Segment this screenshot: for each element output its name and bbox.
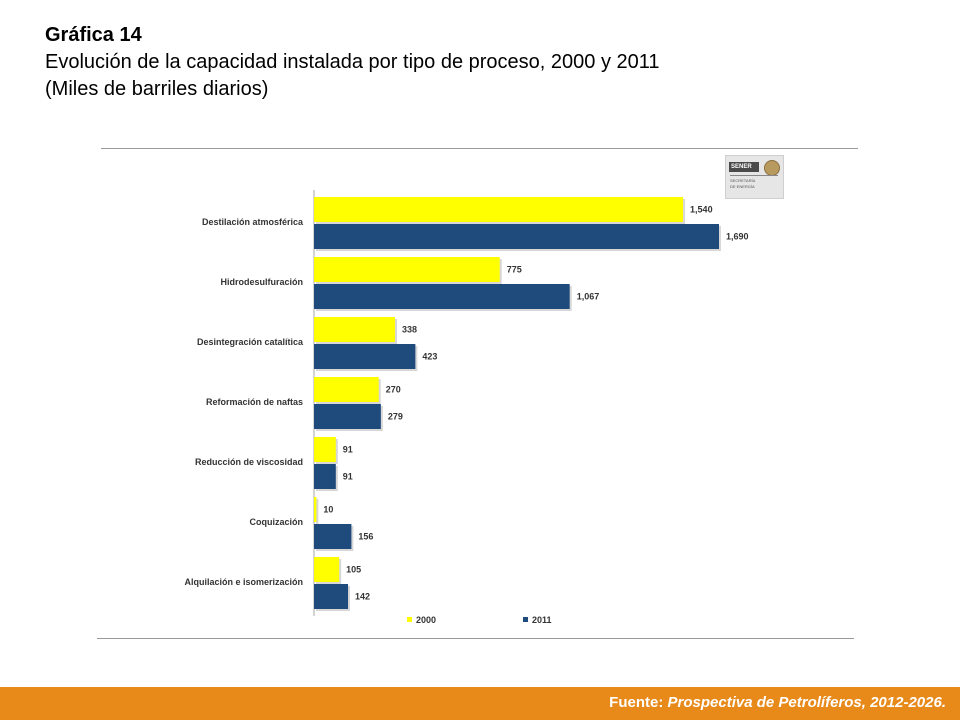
data-label: 156 — [358, 532, 373, 542]
data-label: 91 — [343, 445, 353, 455]
chart-title: Evolución de la capacidad instalada por … — [45, 51, 660, 73]
data-label: 91 — [343, 472, 353, 482]
footer-source: Fuente: Prospectiva de Petrolíferos, 201… — [609, 694, 946, 711]
category-label: Desintegración catalítica — [197, 337, 304, 347]
category-label: Hidrodesulfuración — [220, 277, 303, 287]
top-divider — [101, 148, 858, 149]
bar-2011 — [314, 524, 352, 549]
data-label: 1,540 — [690, 205, 713, 215]
bar-2011 — [314, 584, 349, 609]
footer-bar: Fuente: Prospectiva de Petrolíferos, 201… — [0, 687, 960, 720]
data-label: 1,067 — [577, 292, 600, 302]
data-label: 1,690 — [726, 232, 749, 242]
legend-label: 2000 — [416, 615, 436, 625]
chart-label: Gráfica 14 — [45, 24, 142, 46]
data-label: 270 — [386, 385, 401, 395]
logo-brand: SENER — [731, 164, 752, 170]
bottom-divider — [97, 638, 854, 639]
data-label: 142 — [355, 592, 370, 602]
data-label: 338 — [402, 325, 417, 335]
legend-label: 2011 — [532, 615, 552, 625]
bar-2000 — [314, 497, 317, 522]
bar-2000 — [314, 437, 336, 462]
data-label: 105 — [346, 565, 361, 575]
data-label: 10 — [323, 505, 333, 515]
bar-2011 — [314, 464, 336, 489]
bar-2000 — [314, 317, 395, 342]
category-label: Destilación atmosférica — [202, 217, 304, 227]
title-block: Gráfica 14 Evolución de la capacidad ins… — [45, 22, 660, 103]
bar-2011 — [314, 344, 416, 369]
bar-2000 — [314, 557, 340, 582]
logo-underline — [730, 175, 778, 176]
category-label: Reformación de naftas — [206, 397, 303, 407]
data-label: 279 — [388, 412, 403, 422]
category-label: Coquización — [250, 517, 304, 527]
bar-2011 — [314, 224, 719, 249]
legend-swatch-2011 — [523, 617, 528, 622]
bar-2000 — [314, 377, 379, 402]
bar-2011 — [314, 404, 381, 429]
chart-subtitle: (Miles de barriles diarios) — [45, 78, 269, 100]
data-label: 423 — [422, 352, 437, 362]
bar-2000 — [314, 197, 684, 222]
bar-2011 — [314, 284, 570, 309]
footer-source-title: Prospectiva de Petrolíferos, 2012-2026. — [667, 694, 946, 711]
bar-shadow — [316, 499, 319, 524]
category-label: Alquilación e isomerización — [184, 577, 303, 587]
bar-2000 — [314, 257, 500, 282]
sener-logo: SENER SECRETARÍA DE ENERGÍA — [725, 155, 784, 199]
logo-bar — [729, 162, 759, 172]
footer-prefix: Fuente: — [609, 694, 668, 711]
category-label: Reducción de viscosidad — [195, 457, 303, 467]
logo-subtext: SECRETARÍA DE ENERGÍA — [730, 178, 756, 189]
legend-swatch-2000 — [407, 617, 412, 622]
data-label: 775 — [507, 265, 522, 275]
